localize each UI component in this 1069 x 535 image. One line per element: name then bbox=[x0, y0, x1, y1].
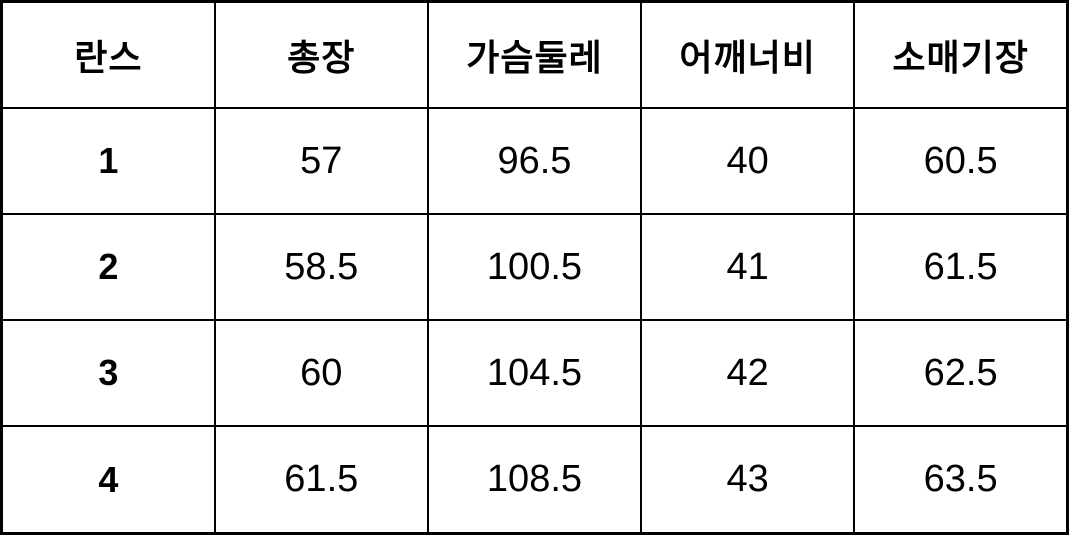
size-chart-header: 란스 총장 가슴둘레 어깨너비 소매기장 bbox=[0, 0, 1069, 109]
cell-shoulder: 42 bbox=[640, 319, 856, 428]
table-row: 3 60 104.5 42 62.5 bbox=[0, 319, 1069, 428]
cell-shoulder: 43 bbox=[640, 425, 856, 535]
size-chart-body: 1 57 96.5 40 60.5 2 58.5 100.5 41 61.5 3… bbox=[0, 106, 1069, 535]
cell-total-length: 61.5 bbox=[213, 425, 429, 535]
cell-shoulder: 41 bbox=[640, 213, 856, 322]
column-header-shoulder: 어깨너비 bbox=[640, 0, 856, 109]
cell-total-length: 60 bbox=[213, 319, 429, 428]
header-row: 란스 총장 가슴둘레 어깨너비 소매기장 bbox=[0, 0, 1069, 109]
cell-chest: 104.5 bbox=[426, 319, 643, 428]
cell-total-length: 57 bbox=[213, 106, 429, 216]
cell-sleeve: 63.5 bbox=[853, 425, 1069, 535]
column-header-size: 란스 bbox=[0, 0, 216, 109]
cell-size: 3 bbox=[0, 319, 216, 428]
column-header-total-length: 총장 bbox=[213, 0, 429, 109]
cell-sleeve: 60.5 bbox=[853, 106, 1069, 216]
column-header-chest: 가슴둘레 bbox=[426, 0, 643, 109]
cell-size: 2 bbox=[0, 213, 216, 322]
cell-sleeve: 61.5 bbox=[853, 213, 1069, 322]
cell-sleeve: 62.5 bbox=[853, 319, 1069, 428]
cell-size: 1 bbox=[0, 106, 216, 216]
cell-chest: 108.5 bbox=[426, 425, 643, 535]
column-header-sleeve: 소매기장 bbox=[853, 0, 1069, 109]
cell-chest: 100.5 bbox=[426, 213, 643, 322]
cell-total-length: 58.5 bbox=[213, 213, 429, 322]
table-row: 1 57 96.5 40 60.5 bbox=[0, 106, 1069, 216]
table-row: 2 58.5 100.5 41 61.5 bbox=[0, 213, 1069, 322]
cell-size: 4 bbox=[0, 425, 216, 535]
cell-shoulder: 40 bbox=[640, 106, 856, 216]
table-row: 4 61.5 108.5 43 63.5 bbox=[0, 425, 1069, 535]
cell-chest: 96.5 bbox=[426, 106, 643, 216]
